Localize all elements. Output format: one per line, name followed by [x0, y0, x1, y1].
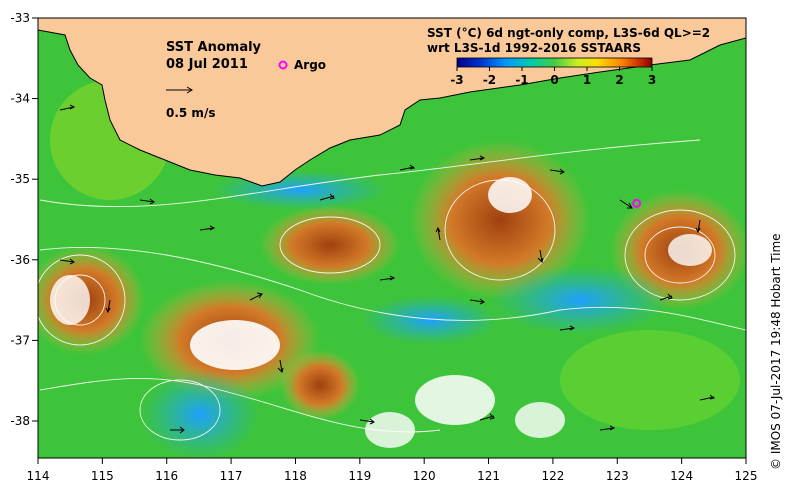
x-tick-label: 114: [27, 469, 50, 483]
x-tick-label: 115: [91, 469, 114, 483]
sst-field: [38, 18, 746, 458]
y-tick-label: -36: [10, 253, 30, 267]
x-tick-label: 117: [220, 469, 243, 483]
ssh-contours: [38, 139, 746, 441]
colorbar-tick-label: -3: [450, 73, 463, 87]
x-tick-label: 118: [284, 469, 307, 483]
x-tick-label: 125: [735, 469, 758, 483]
colorbar-tick-label: 0: [550, 73, 558, 87]
x-tick-label: 120: [413, 469, 436, 483]
y-tick-label: -38: [10, 414, 30, 428]
x-axis: 114 115 116 117 118 119 120 121 122 123 124 125: [27, 458, 758, 483]
map-date: 08 Jul 2011: [166, 57, 248, 72]
y-tick-label: -35: [10, 172, 30, 186]
x-tick-label: 124: [670, 469, 693, 483]
colorbar-tick-label: -1: [515, 73, 528, 87]
credit-text: © IMOS 07-Jul-2017 19:48 Hobart Time: [769, 233, 783, 470]
current-vectors: [59, 104, 716, 434]
argo-legend: Argo: [278, 58, 326, 72]
colorbar-tick-label: -2: [483, 73, 496, 87]
y-tick-label: -37: [10, 333, 30, 347]
colorbar-gradient: [456, 57, 653, 68]
y-tick-label: -34: [10, 92, 30, 106]
arrow-icon: [166, 86, 193, 94]
colorbar-tick-label: 2: [615, 73, 623, 87]
colorbar-tick-label: 1: [583, 73, 591, 87]
x-tick-label: 121: [477, 469, 500, 483]
vector-scale-label: 0.5 m/s: [166, 106, 215, 120]
x-tick-label: 122: [541, 469, 564, 483]
x-tick-label: 116: [155, 469, 178, 483]
colorbar-title-line2: wrt L3S-1d 1992-2016 SSTAARS: [427, 41, 641, 55]
colorbar-title-line1: SST (°C) 6d ngt-only comp, L3S-6d QL>=2: [427, 26, 710, 40]
colorbar: SST (°C) 6d ngt-only comp, L3S-6d QL>=2 …: [427, 26, 710, 87]
y-tick-label: -33: [10, 11, 30, 25]
map-title: SST Anomaly: [166, 40, 262, 55]
x-tick-label: 119: [348, 469, 371, 483]
x-tick-label: 123: [606, 469, 629, 483]
y-axis: -33 -34 -35 -36 -37 -38: [10, 11, 38, 428]
colorbar-tick-label: 3: [648, 73, 656, 87]
argo-marker-icon: [278, 60, 288, 70]
argo-float-marker: [632, 198, 642, 208]
argo-legend-label: Argo: [294, 58, 326, 72]
plot-frame: [37, 17, 747, 459]
vector-scale: 0.5 m/s: [166, 86, 215, 120]
